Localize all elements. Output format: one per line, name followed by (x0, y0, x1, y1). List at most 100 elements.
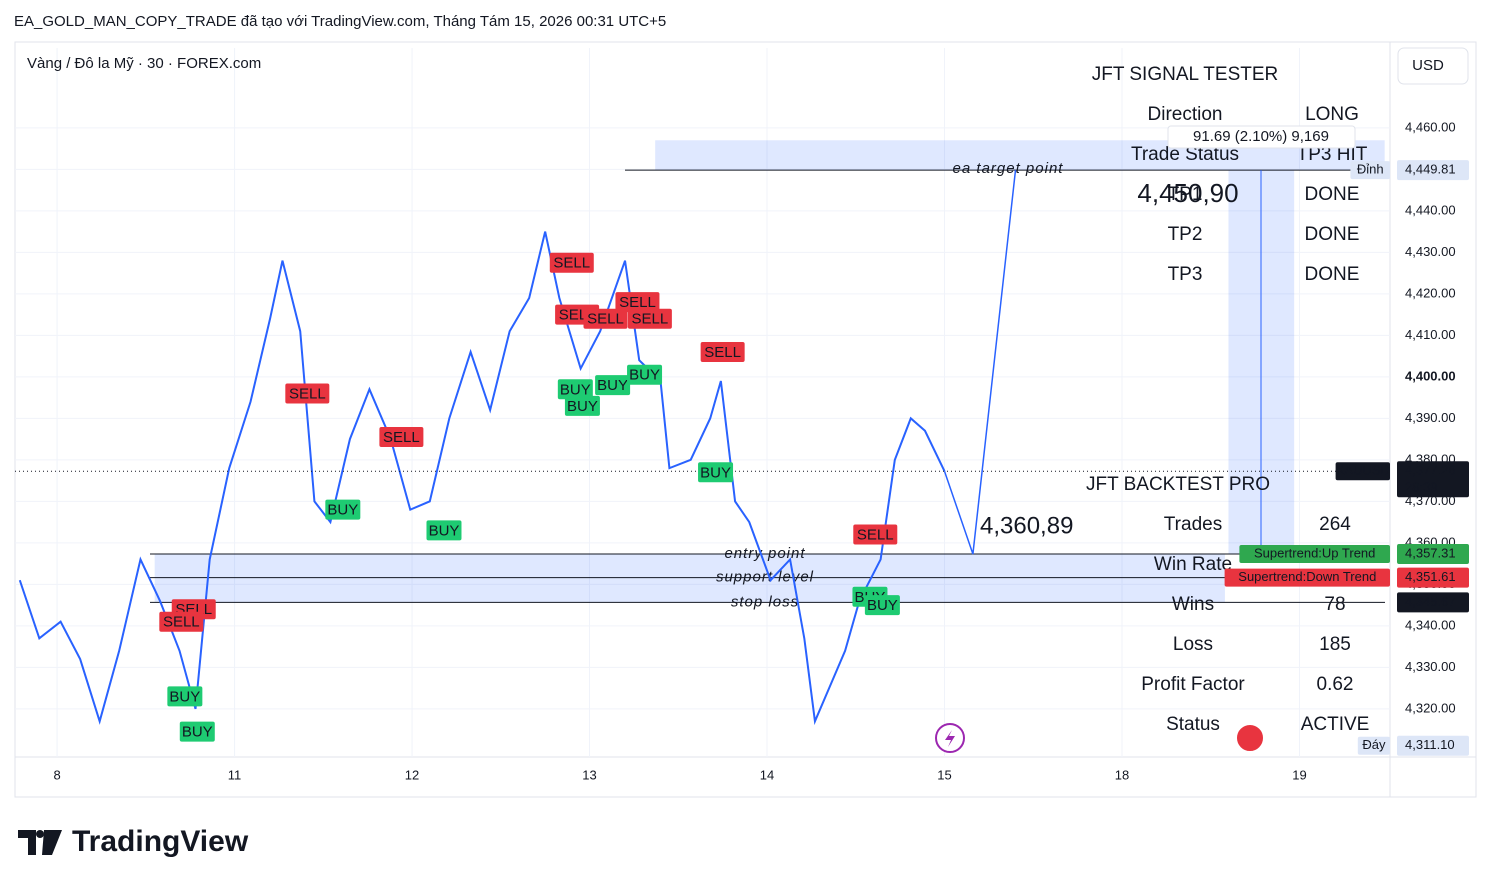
logo-text: TradingView (72, 825, 249, 858)
price-label-bg (1397, 544, 1469, 565)
signal-marker (698, 462, 734, 483)
panel-value: DONE (1305, 264, 1360, 285)
signal-marker (159, 611, 204, 632)
panel-label: TP3 (1168, 264, 1203, 285)
level-label: stop loss (731, 593, 799, 610)
panel-label: Status (1166, 714, 1220, 735)
panel-value: TP3 HIT (1297, 144, 1368, 165)
price-tag: Supertrend:Down Trend (1238, 569, 1376, 584)
signal-label: BUY (629, 367, 660, 384)
signal-label: BUY (560, 381, 591, 398)
signal-marker (557, 379, 593, 400)
panel-label: Trade Status (1131, 144, 1239, 165)
signal-label: BUY (867, 597, 898, 614)
signal-label: SELL (553, 255, 590, 272)
panel-label: Wins (1172, 594, 1214, 615)
y-tick-label: 4,460.00 (1405, 119, 1456, 134)
y-tick-label: 4,390.00 (1405, 410, 1456, 425)
panel-label: Trades (1164, 514, 1222, 535)
price-label: 4,345.67 (1405, 594, 1456, 609)
flash-glyph (945, 730, 955, 747)
signal-label: BUY (700, 464, 731, 481)
signal-marker (426, 520, 462, 541)
signal-marker (325, 499, 361, 520)
signal-marker (700, 341, 745, 362)
signal-label: SELL (383, 429, 420, 446)
price-label-bg (1397, 567, 1469, 588)
price-tag: Đáy (1362, 737, 1386, 752)
panel-label: Direction (1148, 104, 1223, 125)
signal-marker (549, 252, 594, 273)
panel-label: TP1 (1168, 184, 1203, 205)
panel-value: LONG (1305, 104, 1359, 125)
price-label-extra: 28:39 (1405, 480, 1438, 495)
signal-label: SELL (857, 527, 894, 544)
price-tag-bg (1350, 161, 1390, 180)
price-label: 4,449.81 (1405, 162, 1456, 177)
y-tick-label: 4,430.00 (1405, 244, 1456, 259)
signal-marker (595, 375, 631, 396)
signal-label: SELL (632, 311, 669, 328)
panel-label: Profit Factor (1141, 674, 1245, 695)
flag-icon (1235, 723, 1265, 753)
page-title: EA_GOLD_MAN_COPY_TRADE đã tạo với Tradin… (14, 13, 666, 30)
currency[interactable]: USD (1412, 57, 1444, 74)
price-label-bg (1397, 592, 1469, 613)
level-label: entry point (724, 545, 805, 562)
signal-label: BUY (169, 688, 200, 705)
currency-button[interactable] (1397, 47, 1469, 85)
signal-label: BUY (182, 724, 213, 741)
signal-label: BUY (567, 398, 598, 415)
y-tick-label: 4,340.00 (1405, 617, 1456, 632)
measure-box (1167, 125, 1356, 149)
logo: TradingView (18, 825, 249, 858)
price-label-bg (1397, 160, 1469, 181)
y-tick-label: 4,400.00 (1405, 368, 1456, 383)
projection-line (943, 170, 1017, 555)
y-tick-label: 4,420.00 (1405, 285, 1456, 300)
price-tag: XAUUSD (1336, 463, 1390, 478)
signal-marker (583, 308, 628, 329)
price-tag-bg (1224, 568, 1390, 587)
x-tick-label: 12 (405, 767, 419, 782)
signal-label: SELL (587, 311, 624, 328)
overlay: 91.69 (2.10%) 9,169 4,449.81 Đỉnh 4,377.26 2… (1167, 125, 1469, 756)
price-label-bg (1397, 461, 1469, 498)
signal-marker (379, 427, 424, 448)
price-label: 4,311.10 (1405, 737, 1455, 752)
panel-value: 185 (1319, 634, 1351, 655)
signal-label: SELL (163, 614, 200, 631)
x-tick-label: 11 (228, 767, 242, 782)
panel-value: 78 (1324, 594, 1345, 615)
panel-label: Win Rate (1154, 554, 1232, 575)
level-label: ea target point (953, 160, 1064, 177)
backtest: JFT BACKTEST PRO Trades 264 Win Rate Win… (1086, 474, 1369, 735)
price-tag-bg (1335, 462, 1390, 481)
panel-title: JFT BACKTEST PRO (1086, 474, 1270, 495)
signal-marker (179, 721, 215, 742)
price-tag: Đỉnh (1357, 162, 1384, 177)
x-tick-label: 15 (937, 767, 951, 782)
panel-value: 0.62 (1317, 674, 1354, 695)
target-label: 4,450,90 (1137, 178, 1238, 208)
price-tag: Supertrend:Up Trend (1254, 545, 1375, 560)
price-label: 4,377.26 (1405, 463, 1456, 478)
signal-label: BUY (429, 522, 460, 539)
y-tick-label: 4,330.00 (1405, 659, 1456, 674)
y-tick-label: 4,320.00 (1405, 700, 1456, 715)
symbol-label: Vàng / Đô la Mỹ · 30 · FOREX.com (27, 55, 261, 72)
x-tick-label: 19 (1292, 767, 1306, 782)
panel-value: DONE (1305, 224, 1360, 245)
signal-marker (564, 395, 600, 416)
signal-label: SELL (289, 385, 326, 402)
x-tick-label: 18 (1115, 767, 1129, 782)
signal-label: BUY (327, 502, 358, 519)
entry-label: 4,360,89 (980, 512, 1073, 539)
signal-marker (853, 524, 898, 545)
signal-label: SELL (704, 344, 741, 361)
x-tick-label: 8 (53, 767, 60, 782)
logo-mark (18, 830, 62, 855)
panel-value: DONE (1305, 184, 1360, 205)
signal-marker (167, 686, 203, 707)
